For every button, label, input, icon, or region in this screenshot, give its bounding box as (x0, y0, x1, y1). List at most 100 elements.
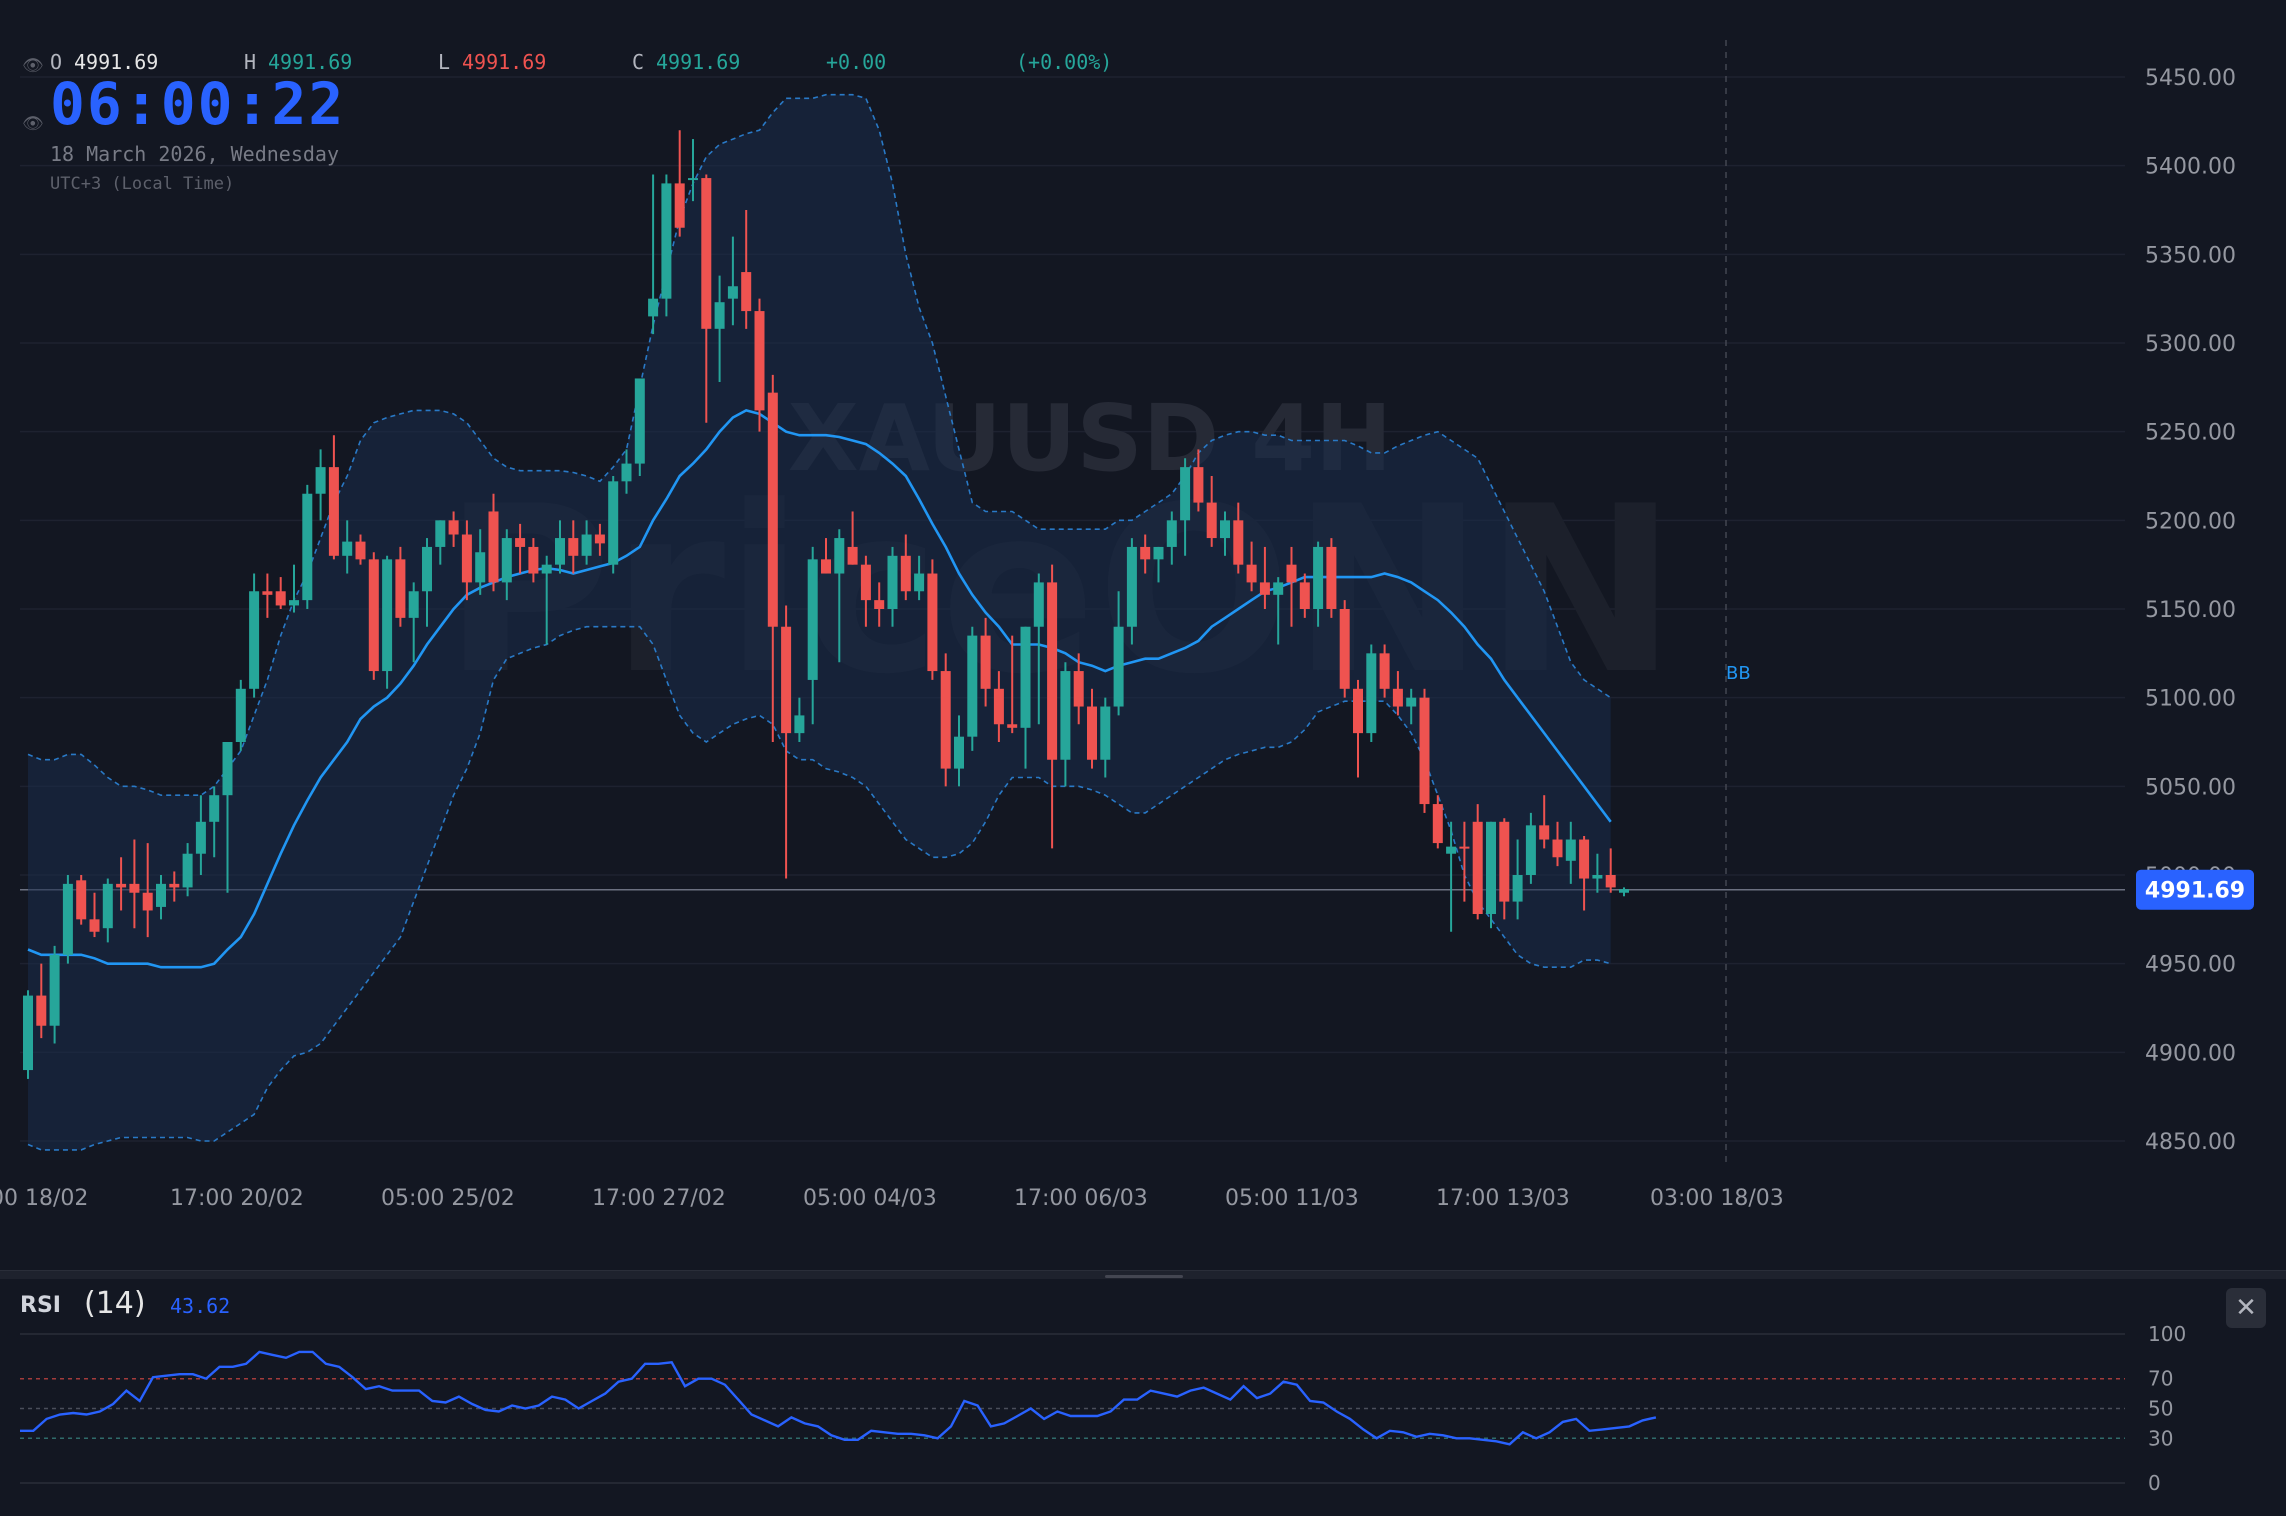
candle[interactable] (794, 697, 805, 742)
candle[interactable] (834, 529, 845, 663)
candle[interactable] (1353, 679, 1363, 778)
candle[interactable] (1047, 564, 1058, 849)
candle[interactable] (581, 520, 592, 565)
candle[interactable] (701, 174, 712, 423)
candle[interactable] (249, 573, 260, 698)
candle[interactable] (76, 875, 87, 925)
candle[interactable] (1180, 458, 1191, 556)
candle[interactable] (900, 534, 911, 601)
candle[interactable] (1286, 546, 1297, 627)
eye-icon[interactable]: 👁 (22, 114, 44, 134)
candle[interactable] (342, 520, 353, 574)
candle[interactable] (1299, 573, 1310, 618)
candle[interactable] (169, 871, 180, 902)
candle[interactable] (289, 564, 299, 613)
candle[interactable] (1432, 795, 1443, 849)
candle[interactable] (488, 493, 499, 592)
candle[interactable] (1313, 541, 1324, 627)
candle[interactable] (1273, 577, 1284, 645)
candle[interactable] (954, 715, 964, 787)
candle[interactable] (807, 546, 818, 725)
candle[interactable] (727, 236, 738, 326)
candle[interactable] (1619, 887, 1629, 897)
candle[interactable] (62, 875, 73, 964)
candle[interactable] (1539, 795, 1550, 849)
candle[interactable] (608, 476, 619, 574)
candle[interactable] (1259, 546, 1270, 609)
candle[interactable] (1366, 644, 1377, 742)
candle[interactable] (182, 843, 193, 897)
candle[interactable] (408, 582, 419, 663)
candle[interactable] (621, 449, 632, 494)
candle[interactable] (767, 374, 778, 742)
candle[interactable] (1459, 821, 1470, 902)
candle[interactable] (382, 555, 393, 689)
candle[interactable] (1220, 511, 1230, 556)
candle[interactable] (116, 857, 127, 911)
candle[interactable] (1552, 821, 1563, 867)
candle[interactable] (1392, 671, 1403, 716)
candle[interactable] (661, 174, 672, 317)
candle[interactable] (222, 742, 233, 893)
candle[interactable] (1073, 653, 1084, 725)
candle[interactable] (328, 435, 339, 560)
candle[interactable] (1579, 835, 1590, 911)
candle[interactable] (302, 484, 313, 609)
eye-icon[interactable]: 👁 (22, 56, 44, 76)
candle[interactable] (156, 875, 166, 920)
candle[interactable] (23, 990, 33, 1079)
candle[interactable] (1206, 476, 1217, 547)
candle[interactable] (1446, 821, 1457, 932)
candle[interactable] (209, 786, 220, 858)
candle[interactable] (847, 511, 858, 565)
candle[interactable] (435, 520, 446, 565)
candle[interactable] (555, 520, 565, 574)
candle[interactable] (1087, 688, 1097, 769)
candle[interactable] (1565, 821, 1576, 884)
candle[interactable] (1339, 600, 1350, 698)
candle[interactable] (475, 529, 486, 595)
candle[interactable] (967, 626, 978, 751)
candle[interactable] (1060, 662, 1071, 787)
candle[interactable] (275, 577, 286, 609)
close-icon[interactable]: ✕ (2226, 1288, 2266, 1328)
candle[interactable] (781, 605, 792, 879)
candle[interactable] (368, 552, 379, 680)
candle[interactable] (980, 617, 991, 707)
candle[interactable] (461, 520, 472, 601)
candle[interactable] (1100, 697, 1111, 778)
candle[interactable] (860, 555, 871, 627)
candle[interactable] (1419, 688, 1430, 813)
candle[interactable] (1020, 626, 1031, 769)
candle[interactable] (355, 534, 366, 565)
candle[interactable] (1486, 821, 1496, 929)
candle[interactable] (1525, 812, 1536, 884)
candle[interactable] (395, 546, 406, 627)
candle[interactable] (714, 275, 725, 383)
candle[interactable] (927, 559, 938, 680)
candle[interactable] (568, 520, 579, 574)
candle[interactable] (1233, 502, 1244, 574)
candle[interactable] (1472, 804, 1483, 920)
candle[interactable] (195, 795, 206, 875)
candle[interactable] (1166, 511, 1177, 565)
candle[interactable] (940, 653, 951, 787)
candle[interactable] (1326, 538, 1337, 618)
candle[interactable] (262, 573, 273, 618)
candle[interactable] (541, 555, 552, 645)
candle[interactable] (89, 892, 100, 938)
candle[interactable] (1499, 818, 1510, 920)
candle[interactable] (1512, 839, 1523, 920)
candle[interactable] (1379, 644, 1390, 698)
candle[interactable] (1033, 573, 1044, 725)
candle[interactable] (1126, 538, 1137, 645)
candle[interactable] (1592, 853, 1603, 893)
candle[interactable] (315, 449, 326, 521)
candle[interactable] (874, 582, 885, 627)
candle[interactable] (515, 523, 526, 574)
candle[interactable] (102, 878, 113, 943)
candle[interactable] (648, 174, 659, 335)
candle[interactable] (1406, 688, 1417, 725)
candle[interactable] (448, 511, 459, 547)
